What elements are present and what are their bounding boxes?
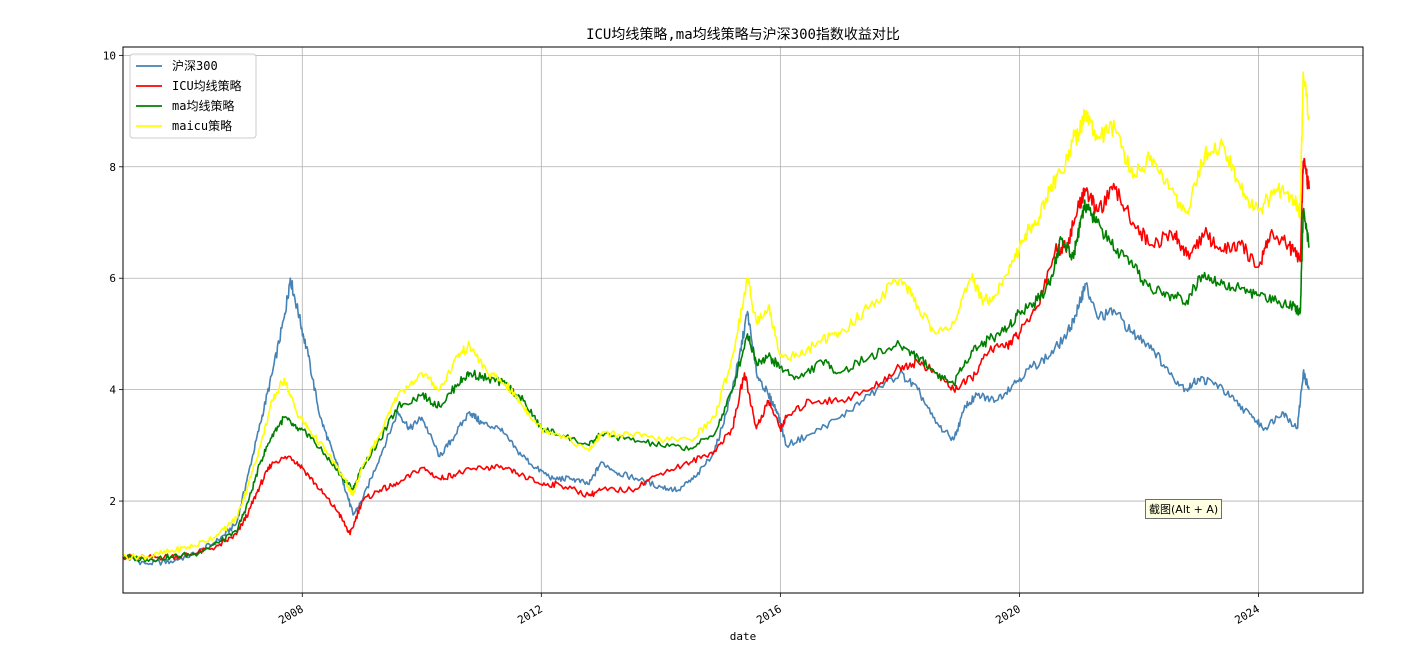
legend-label: ma均线策略 — [172, 98, 234, 113]
legend-box — [129, 53, 257, 139]
y-tick-label: 2 — [109, 495, 116, 508]
y-tick-label: 4 — [109, 384, 116, 397]
screenshot-tooltip: 截图(Alt + A) — [1145, 499, 1223, 519]
y-tick-label: 6 — [109, 272, 116, 285]
chart-title: ICU均线策略,ma均线策略与沪深300指数收益对比 — [586, 26, 900, 43]
series-line-2 — [122, 157, 1310, 561]
series-lines — [122, 71, 1310, 566]
y-tick-label: 8 — [109, 161, 116, 174]
series-line-3 — [122, 199, 1310, 563]
legend-label: ICU均线策略 — [172, 78, 242, 93]
legend: 沪深300 ICU均线策略 ma均线策略 maicu策略 — [129, 53, 257, 139]
series-line-4 — [122, 71, 1310, 561]
legend-label: maicu策略 — [172, 118, 232, 133]
x-axis-label: date — [730, 630, 757, 643]
legend-label: 沪深300 — [172, 59, 218, 73]
grid-lines — [123, 47, 1363, 593]
y-tick-label: 10 — [103, 49, 116, 62]
plot-frame — [122, 46, 1364, 594]
